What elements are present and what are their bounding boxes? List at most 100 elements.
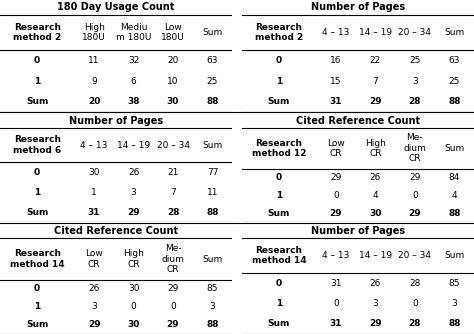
Text: 25: 25 [409,56,420,65]
Text: Sum: Sum [202,28,223,37]
Text: Sum: Sum [444,28,465,37]
Text: 3: 3 [210,303,215,312]
Text: 26: 26 [128,168,139,177]
Text: Sum: Sum [202,255,223,264]
Text: 29: 29 [127,208,140,217]
Text: 1: 1 [91,188,97,197]
Text: 32: 32 [128,56,139,65]
Text: Research
method 2: Research method 2 [255,23,303,42]
Text: 0: 0 [276,173,282,182]
Text: 88: 88 [206,208,219,217]
Text: Research
method 2: Research method 2 [13,23,61,42]
Text: 26: 26 [88,285,100,294]
Text: Sum: Sum [268,97,290,106]
Text: 63: 63 [207,56,218,65]
Text: 16: 16 [330,56,342,65]
Text: 63: 63 [448,56,460,65]
Text: 10: 10 [167,76,179,86]
Text: 28: 28 [167,208,179,217]
Text: 14 – 19: 14 – 19 [117,141,150,150]
Text: Me-
dium
CR: Me- dium CR [403,133,426,163]
Text: 88: 88 [448,319,461,328]
Text: Sum: Sum [268,319,290,328]
Text: 14 – 19: 14 – 19 [359,28,392,37]
Text: 4: 4 [373,191,378,200]
Text: 4 – 13: 4 – 13 [81,141,108,150]
Text: 0: 0 [34,56,40,65]
Text: 28: 28 [409,97,421,106]
Text: Mediu
m 180U: Mediu m 180U [116,23,151,42]
Text: 85: 85 [448,279,460,288]
Text: 88: 88 [448,97,461,106]
Text: 15: 15 [330,76,342,86]
Text: 1: 1 [276,299,282,308]
Text: Sum: Sum [26,208,48,217]
Text: 29: 29 [369,319,382,328]
Text: Sum: Sum [268,209,290,218]
Text: 21: 21 [167,168,179,177]
Text: Research
method 12: Research method 12 [252,139,306,158]
Text: 1: 1 [276,76,282,86]
Text: 4 – 13: 4 – 13 [322,28,349,37]
Text: 1: 1 [34,303,40,312]
Text: Number of Pages: Number of Pages [69,116,163,126]
Text: Sum: Sum [444,251,465,260]
Text: 30: 30 [167,97,179,106]
Text: 25: 25 [207,76,218,86]
Text: Sum: Sum [444,144,465,153]
Text: 29: 29 [409,209,421,218]
Text: 84: 84 [448,173,460,182]
Text: Sum: Sum [26,321,48,330]
Text: High
CR: High CR [365,139,386,158]
Text: 29: 29 [88,321,100,330]
Text: 30: 30 [128,321,140,330]
Text: Low
CR: Low CR [85,249,103,269]
Text: 28: 28 [409,279,420,288]
Text: 0: 0 [131,303,137,312]
Text: Research
method 14: Research method 14 [10,249,64,269]
Text: Number of Pages: Number of Pages [311,2,405,12]
Text: 20 – 34: 20 – 34 [156,141,190,150]
Text: 31: 31 [329,97,342,106]
Text: 3: 3 [373,299,378,308]
Text: Research
method 6: Research method 6 [13,135,61,155]
Text: 88: 88 [206,321,219,330]
Text: Sum: Sum [202,141,223,150]
Text: Research
method 14: Research method 14 [252,246,306,266]
Text: 0: 0 [333,299,339,308]
Text: 26: 26 [370,173,381,182]
Text: 6: 6 [131,76,137,86]
Text: 11: 11 [207,188,218,197]
Text: 11: 11 [88,56,100,65]
Text: 29: 29 [409,173,420,182]
Text: 4 – 13: 4 – 13 [322,251,349,260]
Text: Me-
dium
CR: Me- dium CR [162,244,184,274]
Text: 7: 7 [170,188,176,197]
Text: 31: 31 [88,208,100,217]
Text: 77: 77 [207,168,218,177]
Text: 3: 3 [412,76,418,86]
Text: 85: 85 [207,285,218,294]
Text: Cited Reference Count: Cited Reference Count [296,116,420,126]
Text: Sum: Sum [26,97,48,106]
Text: 0: 0 [333,191,339,200]
Text: 1: 1 [34,188,40,197]
Text: Low
180U: Low 180U [161,23,185,42]
Text: Number of Pages: Number of Pages [311,226,405,236]
Text: 28: 28 [409,319,421,328]
Text: 1: 1 [34,76,40,86]
Text: 29: 29 [330,173,341,182]
Text: 29: 29 [369,97,382,106]
Text: 4: 4 [451,191,457,200]
Text: 180 Day Usage Count: 180 Day Usage Count [57,2,175,12]
Text: 14 – 19: 14 – 19 [359,251,392,260]
Text: Low
CR: Low CR [327,139,345,158]
Text: High
180U: High 180U [82,23,106,42]
Text: High
CR: High CR [123,249,144,269]
Text: Cited Reference Count: Cited Reference Count [54,226,178,236]
Text: 3: 3 [451,299,457,308]
Text: 30: 30 [128,285,139,294]
Text: 0: 0 [34,285,40,294]
Text: 25: 25 [448,76,460,86]
Text: 29: 29 [167,285,179,294]
